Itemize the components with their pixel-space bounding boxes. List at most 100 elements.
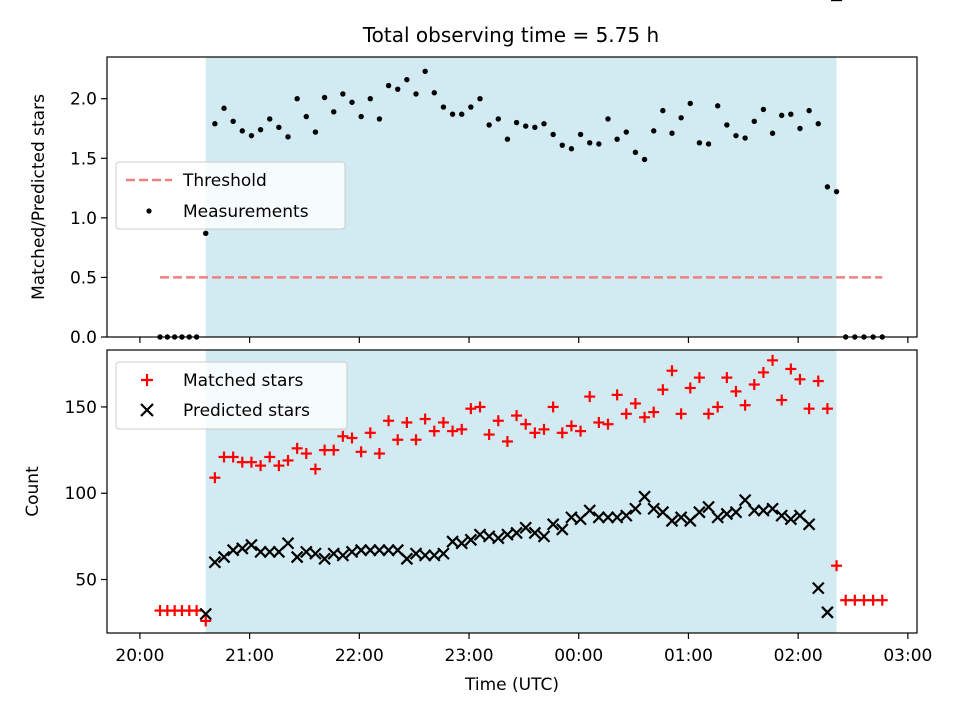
matched-star-point [876,594,888,606]
cross-b [738,493,752,507]
bottom-y-axis-label: Count [23,466,43,517]
measurement-point [705,141,712,147]
matched-star-point [392,434,404,446]
predicted-star-point [437,547,450,560]
cross-b [455,536,468,550]
bottom-panel: 50 100 150 20:00 21:00 22:00 23:00 00:00 01:00 0… [23,0,932,695]
cross-b [354,543,368,557]
predicted-star-point [592,511,606,524]
cross-b [236,542,249,555]
bottom-legend: Matched stars Predicted stars [115,361,348,430]
top-ytick-label-3: 1.5 [70,149,97,169]
matched-star-point [721,372,733,384]
predicted-star-point [747,504,761,517]
matched-star-point [245,456,257,468]
x-tick-label-2: 22:00 [335,646,384,666]
top-ytick-label-0: 0.0 [70,328,97,348]
measurement-point [449,111,456,117]
cross-b [766,502,779,516]
cross-b [656,505,670,519]
matched-star-point [529,427,541,439]
measurement-point [257,126,264,133]
matched-star-point [794,373,806,385]
matched-star-point [767,354,779,366]
measurement-point [751,118,757,125]
matched-star-point [428,425,440,437]
measurement-point [376,116,383,122]
measurement-point [340,91,346,97]
matched-star-point [748,379,760,391]
predicted-star-point [199,607,213,621]
measurement-point [788,111,794,117]
cross-b [528,526,542,540]
matched-star-point [282,454,294,466]
predicted-star-point [729,505,743,519]
measurement-point [294,96,300,102]
cross-b [601,511,615,524]
cross-b [619,509,633,522]
matched-star-point [657,384,669,396]
x-axis-label: Time (UTC) [464,675,559,695]
cross-b [757,504,770,517]
cross-b [638,490,651,503]
predicted-star-point [583,504,596,517]
cross-b [437,547,450,560]
legend-predicted-label: Predicted stars [183,401,310,421]
measurement-point [221,105,227,111]
measurement-point [714,103,721,109]
cross-b [546,518,560,531]
matched-star-point [602,418,614,430]
cross-b [711,511,724,524]
measurement-point [532,124,538,130]
matched-star-point [629,397,641,409]
predicted-star-point [811,581,825,595]
measurement-point [696,140,703,146]
cross-b [693,505,706,519]
bottom-legend-box [115,361,348,430]
top-ytick-label-4: 2.0 [70,90,97,110]
measurement-point [367,96,373,102]
matched-star-point [757,366,769,378]
measurement-point [605,116,611,122]
predicted-star-point [802,518,816,531]
top-y-ticks: 0.0 0.5 1.0 1.5 2.0 [70,90,107,348]
measurement-point [404,76,410,83]
predicted-star-point [738,493,752,507]
predicted-star-point [400,552,414,566]
predicted-star-point [665,514,679,528]
measurement-point [687,100,693,107]
matched-star-point [675,408,687,420]
predicted-star-point [373,543,386,557]
predicted-star-point [281,536,295,550]
measurement-point [778,112,785,119]
measurement-point [660,107,666,114]
x-tick-label-1: 21:00 [225,646,274,666]
matched-star-point [209,472,221,484]
predicted-star-point [647,502,660,516]
cross-b [811,581,825,595]
matched-star-point [575,425,587,437]
matched-star-point [492,415,504,427]
cross-b [775,509,788,522]
measurement-point [513,119,520,126]
predicted-star-point [601,511,615,524]
cross-b [400,552,414,566]
predicted-star-point [245,538,258,552]
cross-b [583,504,596,517]
predicted-star-point [464,533,478,547]
bottom-ytick-label-1: 100 [65,484,97,504]
predicted-star-point [556,523,569,536]
top-panel: 0.00.51.01.52.0 Matched/Predicted stars … [29,56,918,348]
measurement-point [641,156,648,163]
matched-star-point [383,415,395,427]
matched-star-point [437,416,449,428]
matched-star-point [584,391,596,403]
matched-star-point [300,448,312,460]
matched-star-point [565,420,577,432]
matched-star-point [739,399,751,411]
chart-title: Total observing time = 5.75 h [362,23,659,47]
matched-star-point [337,430,349,442]
predicted-star-point [217,550,231,564]
cross-b [318,552,331,566]
